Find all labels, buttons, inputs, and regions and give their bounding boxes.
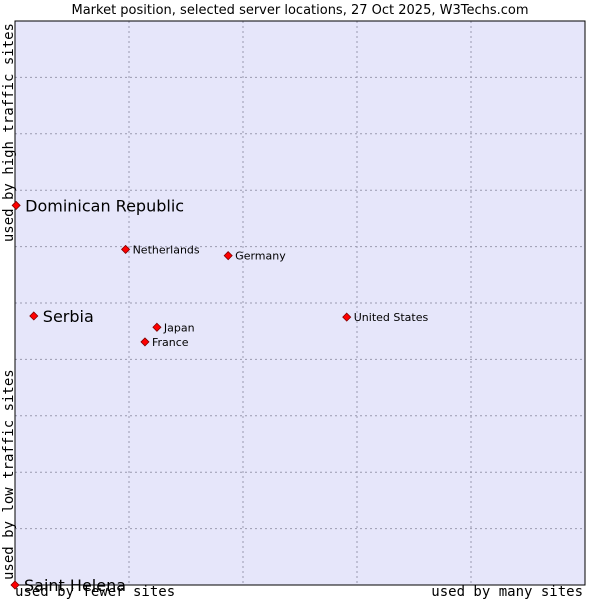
point-label-germany: Germany [235, 250, 286, 263]
point-marker-germany [223, 251, 233, 261]
chart-title: Market position, selected server locatio… [71, 3, 528, 18]
point-marker-netherlands [121, 244, 131, 254]
plot-frame [14, 20, 586, 586]
data-points: Dominican Republic Netherlands Germany Serb… [10, 196, 429, 595]
x-axis-label-low: used by fewer sites [15, 584, 175, 600]
point-label-united-states: United States [354, 311, 429, 324]
point-marker-united-states [342, 312, 352, 322]
point-marker-france [140, 337, 150, 347]
point-label-japan: Japan [163, 321, 195, 334]
point-label-france: France [152, 336, 189, 349]
point-marker-dominican-republic [11, 200, 21, 210]
point-label-serbia: Serbia [43, 307, 94, 326]
point-marker-saint-helena [10, 580, 20, 590]
y-axis-label-low: used by low traffic sites [1, 369, 17, 580]
y-axis-label-high: used by high traffic sites [1, 23, 17, 242]
x-axis-label-high: used by many sites [431, 584, 583, 600]
point-label-dominican-republic: Dominican Republic [25, 196, 184, 215]
point-label-netherlands: Netherlands [133, 243, 200, 256]
point-marker-serbia [29, 311, 39, 321]
grid-lines [15, 21, 585, 585]
point-label-saint-helena: Saint Helena [24, 576, 126, 595]
point-marker-japan [152, 322, 162, 332]
